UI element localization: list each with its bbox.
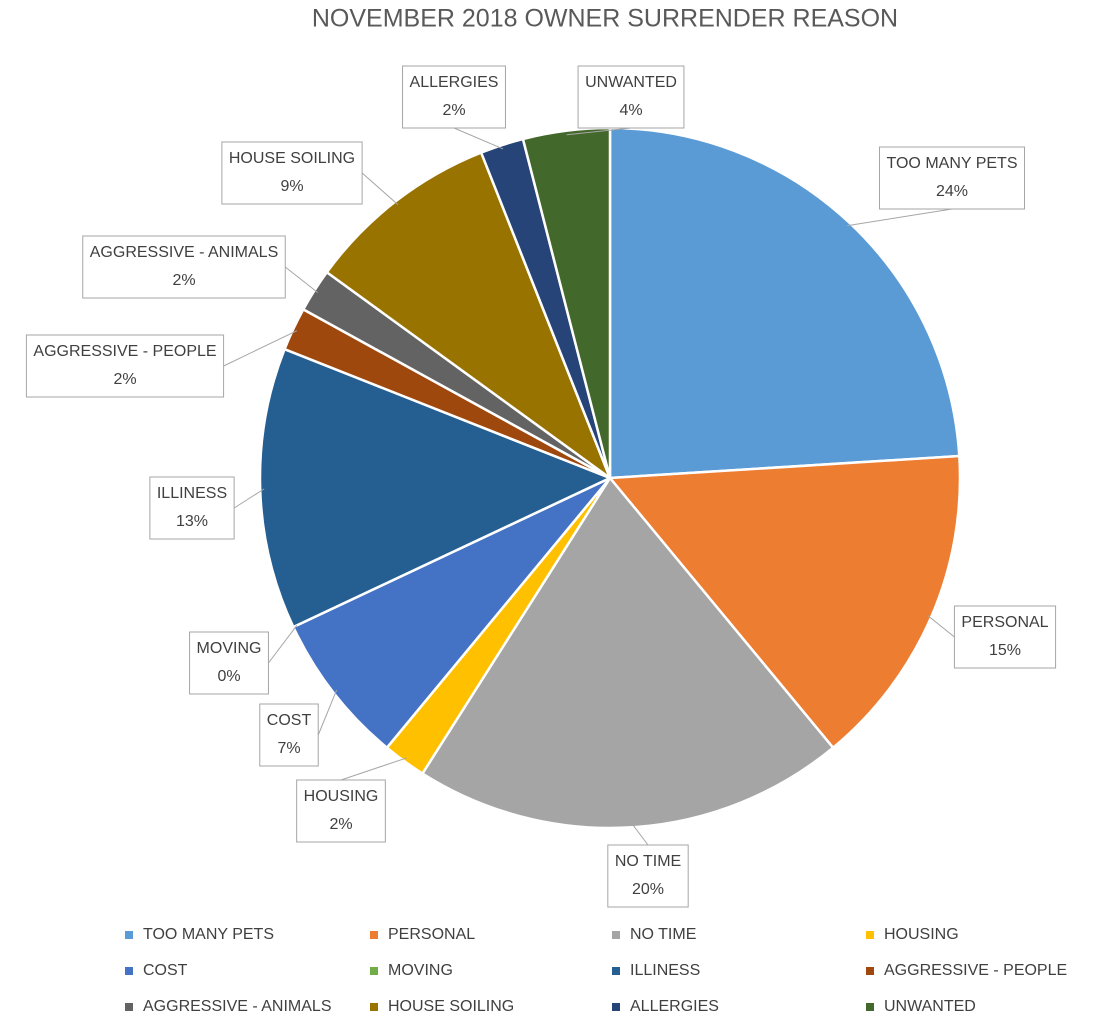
legend-swatch (612, 931, 620, 939)
legend-swatch (125, 967, 133, 975)
label-name: AGGRESSIVE - PEOPLE (33, 343, 216, 360)
label-value: 2% (172, 272, 195, 289)
legend-label: UNWANTED (884, 998, 976, 1015)
legend-label: NO TIME (630, 926, 696, 943)
leader-line (284, 266, 319, 293)
label-name: UNWANTED (585, 74, 677, 91)
data-label: UNWANTED 4% (577, 65, 685, 129)
legend-swatch (866, 967, 874, 975)
label-name: ILLINESS (157, 485, 227, 502)
legend-label: AGGRESSIVE - PEOPLE (884, 962, 1067, 979)
data-label: COST 7% (259, 703, 319, 767)
label-box (25, 334, 225, 398)
pie-slice (420, 475, 835, 830)
label-name: MOVING (197, 640, 262, 657)
label-name: ALLERGIES (410, 74, 499, 91)
label-box (221, 141, 363, 205)
label-box (577, 65, 685, 129)
label-name: TOO MANY PETS (887, 155, 1018, 172)
label-value: 7% (277, 740, 300, 757)
leader-line (566, 127, 632, 136)
label-value: 9% (280, 178, 303, 195)
label-value: 20% (632, 881, 664, 898)
leader-line (268, 625, 298, 664)
label-value: 15% (989, 642, 1021, 659)
legend-label: HOUSING (884, 926, 959, 943)
slices (258, 126, 962, 830)
legend-label: ALLERGIES (630, 998, 719, 1015)
label-box (149, 476, 235, 540)
legend-label: PERSONAL (388, 926, 475, 943)
pie-slice (607, 454, 962, 750)
label-name: PERSONAL (961, 614, 1048, 631)
legend-swatch (370, 1003, 378, 1011)
label-value: 24% (936, 183, 968, 200)
label-value: 0% (217, 668, 240, 685)
leader-line (340, 757, 407, 781)
data-label: ALLERGIES 2% (402, 65, 506, 129)
data-label: ILLINESS 13% (149, 476, 235, 540)
legend-label: AGGRESSIVE - ANIMALS (143, 998, 332, 1015)
pie-slice (258, 347, 614, 629)
leader-line (631, 823, 649, 846)
legend-swatch (125, 931, 133, 939)
data-label: MOVING 0% (189, 631, 269, 695)
legend-swatch (866, 931, 874, 939)
pie-slice (291, 476, 611, 750)
legend-swatch (612, 967, 620, 975)
label-value: 13% (176, 513, 208, 530)
legend-swatch (370, 967, 378, 975)
legend-label: TOO MANY PETS (143, 926, 274, 943)
legend-swatch (370, 931, 378, 939)
label-value: 2% (442, 102, 465, 119)
data-label: AGGRESSIVE - PEOPLE 2% (25, 334, 225, 398)
label-box (402, 65, 506, 129)
data-label: HOUSING 2% (296, 779, 386, 843)
leader-line (223, 330, 298, 367)
label-value: 2% (329, 816, 352, 833)
leader-line (453, 127, 504, 150)
label-value: 2% (113, 371, 136, 388)
leader-line (846, 208, 953, 227)
leader-line (361, 172, 399, 205)
label-value: 4% (619, 102, 642, 119)
label-name: AGGRESSIVE - ANIMALS (90, 244, 279, 261)
leader-line (233, 488, 265, 509)
legend-swatch (866, 1003, 874, 1011)
data-label: NO TIME 20% (607, 844, 689, 908)
label-box (296, 779, 386, 843)
pie-slice (608, 126, 961, 480)
legend-label: HOUSE SOILING (388, 998, 514, 1015)
data-label: HOUSE SOILING 9% (221, 141, 363, 205)
data-label: AGGRESSIVE - ANIMALS 2% (82, 235, 286, 299)
label-name: HOUSING (304, 788, 379, 805)
pie-slice (325, 150, 613, 482)
data-label: PERSONAL 15% (953, 605, 1057, 669)
label-name: NO TIME (615, 853, 681, 870)
legend-label: MOVING (388, 962, 453, 979)
chart-title: NOVEMBER 2018 OWNER SURRENDER REASON (312, 5, 898, 33)
label-box (953, 605, 1057, 669)
leader-line (317, 689, 338, 736)
label-name: HOUSE SOILING (229, 150, 355, 167)
legend-label: ILLINESS (630, 962, 700, 979)
data-label: TOO MANY PETS 24% (879, 146, 1025, 210)
legend-label: COST (143, 962, 188, 979)
label-box (879, 146, 1025, 210)
legend-swatch (125, 1003, 133, 1011)
legend-swatch (612, 1003, 620, 1011)
label-box (189, 631, 269, 695)
label-box (82, 235, 286, 299)
leader-line (927, 615, 955, 638)
label-name: COST (267, 712, 312, 729)
